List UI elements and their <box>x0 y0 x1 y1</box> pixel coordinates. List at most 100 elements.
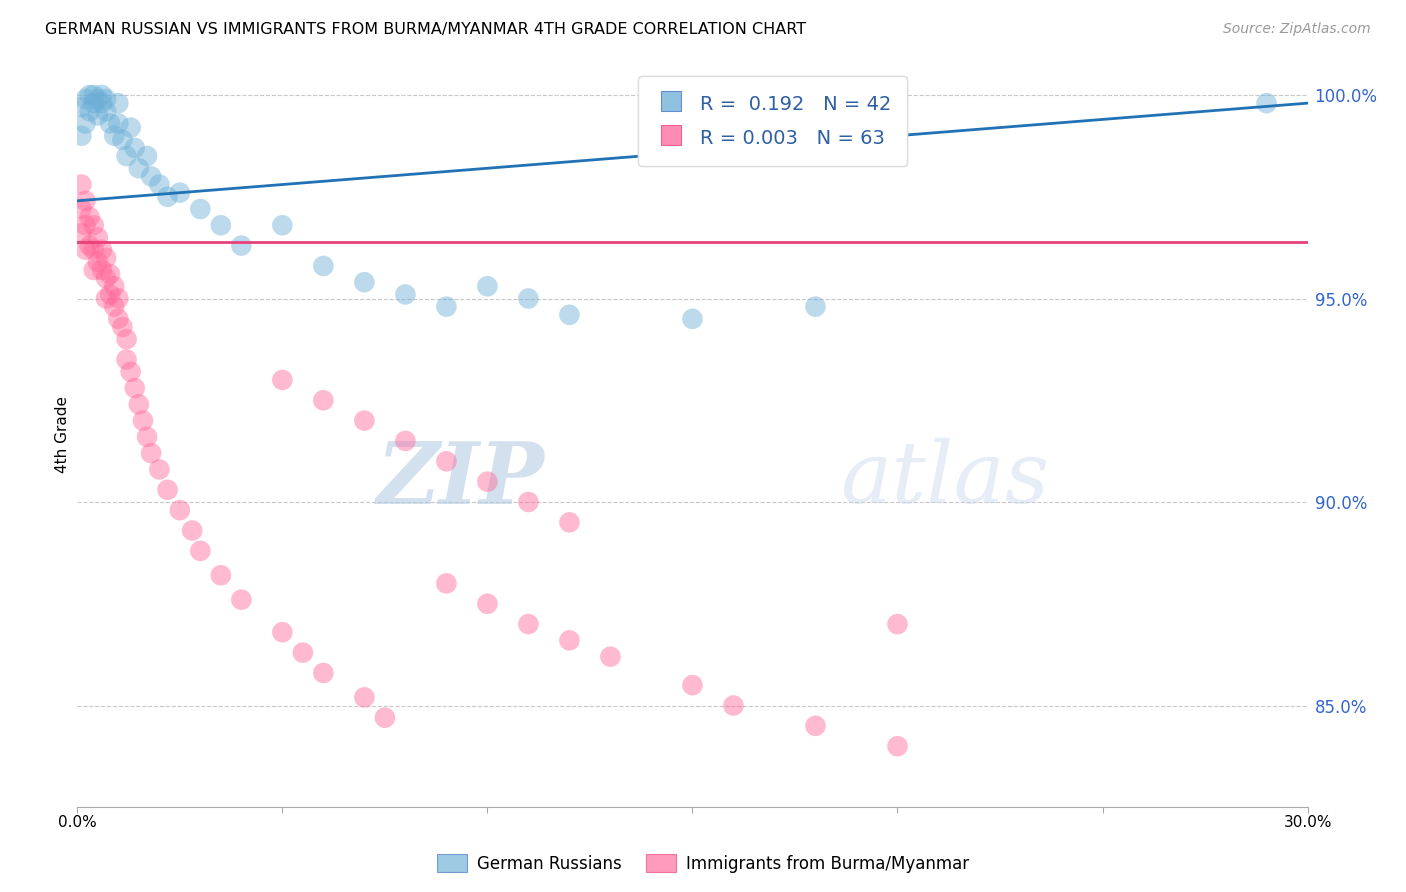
Point <box>111 133 134 147</box>
Text: ZIP: ZIP <box>377 438 546 521</box>
Point <box>115 149 138 163</box>
Legend: R =  0.192   N = 42, R = 0.003   N = 63: R = 0.192 N = 42, R = 0.003 N = 63 <box>638 76 907 166</box>
Point <box>394 287 416 301</box>
Point <box>188 544 212 558</box>
Point <box>312 665 335 680</box>
Point <box>599 649 621 664</box>
Point <box>517 617 540 632</box>
Point <box>558 516 581 530</box>
Point <box>83 219 105 233</box>
Point <box>98 267 121 281</box>
Point <box>128 397 150 411</box>
Point <box>271 219 294 233</box>
Point <box>124 381 146 395</box>
Point <box>79 104 101 119</box>
Point <box>75 116 97 130</box>
Point <box>517 292 540 306</box>
Point <box>148 462 170 476</box>
Point <box>353 414 375 428</box>
Point <box>374 711 396 725</box>
Point <box>271 373 294 387</box>
Point <box>558 308 581 322</box>
Point <box>90 263 114 277</box>
Point <box>477 597 499 611</box>
Point <box>87 92 110 106</box>
Point <box>209 219 232 233</box>
Point <box>394 434 416 448</box>
Point <box>353 275 375 289</box>
Point <box>169 186 191 200</box>
Point <box>79 238 101 252</box>
Point <box>83 263 105 277</box>
Point <box>115 332 138 346</box>
Point <box>120 120 142 135</box>
Point <box>128 161 150 176</box>
Point <box>83 243 105 257</box>
Point <box>115 352 138 367</box>
Point <box>75 243 97 257</box>
Text: 0.0%: 0.0% <box>58 815 97 830</box>
Point <box>291 646 314 660</box>
Point <box>79 210 101 224</box>
Point <box>136 149 159 163</box>
Point <box>141 446 163 460</box>
Point <box>141 169 163 184</box>
Point <box>111 320 134 334</box>
Point <box>90 96 114 111</box>
Point <box>70 202 93 216</box>
Text: GERMAN RUSSIAN VS IMMIGRANTS FROM BURMA/MYANMAR 4TH GRADE CORRELATION CHART: GERMAN RUSSIAN VS IMMIGRANTS FROM BURMA/… <box>45 22 806 37</box>
Point <box>436 454 458 468</box>
Point <box>231 592 253 607</box>
Point <box>75 194 97 208</box>
Point <box>103 300 125 314</box>
Point <box>682 678 704 692</box>
Point <box>169 503 191 517</box>
Text: atlas: atlas <box>841 438 1049 521</box>
Point <box>79 88 101 103</box>
Point <box>87 255 110 269</box>
Point <box>94 292 117 306</box>
Point <box>90 243 114 257</box>
Point <box>87 230 110 244</box>
Point <box>886 617 908 632</box>
Point <box>886 739 908 754</box>
Point <box>271 625 294 640</box>
Point <box>804 300 827 314</box>
Point <box>353 690 375 705</box>
Legend: German Russians, Immigrants from Burma/Myanmar: German Russians, Immigrants from Burma/M… <box>430 847 976 880</box>
Point <box>103 128 125 143</box>
Point <box>75 219 97 233</box>
Point <box>107 116 129 130</box>
Point <box>94 104 117 119</box>
Point <box>231 238 253 252</box>
Point <box>120 365 142 379</box>
Point <box>94 271 117 285</box>
Point <box>107 292 129 306</box>
Point <box>558 633 581 648</box>
Point <box>723 698 745 713</box>
Point <box>75 92 97 106</box>
Point <box>188 202 212 216</box>
Point <box>312 393 335 408</box>
Point <box>209 568 232 582</box>
Text: 30.0%: 30.0% <box>1284 815 1331 830</box>
Point <box>156 190 179 204</box>
Point <box>148 178 170 192</box>
Point <box>436 576 458 591</box>
Y-axis label: 4th Grade: 4th Grade <box>55 396 70 474</box>
Point <box>107 311 129 326</box>
Point <box>94 92 117 106</box>
Point <box>107 96 129 111</box>
Point <box>156 483 179 497</box>
Point <box>70 128 93 143</box>
Point <box>312 259 335 273</box>
Text: Source: ZipAtlas.com: Source: ZipAtlas.com <box>1223 22 1371 37</box>
Point <box>124 141 146 155</box>
Point <box>436 300 458 314</box>
Point <box>90 88 114 103</box>
Point <box>181 524 204 538</box>
Point <box>682 311 704 326</box>
Point <box>83 88 105 103</box>
Point <box>70 100 93 114</box>
Point <box>1256 96 1278 111</box>
